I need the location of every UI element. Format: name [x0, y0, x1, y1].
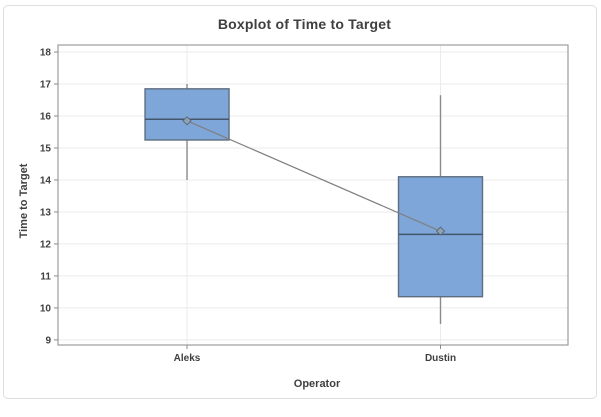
- y-tick-label: 16: [40, 112, 52, 123]
- x-category-label: Aleks: [174, 353, 201, 364]
- iqr-box: [144, 88, 230, 141]
- y-tick-label: 10: [40, 303, 52, 314]
- y-tick-label: 17: [40, 80, 52, 91]
- mean-marker: [435, 226, 446, 236]
- iqr-box: [397, 176, 484, 298]
- mean-connect-line: [186, 120, 441, 232]
- x-axis-title: Operator: [293, 378, 341, 390]
- y-tick-label: 14: [40, 175, 52, 186]
- y-tick-label: 9: [45, 335, 51, 346]
- y-tick-label: 18: [40, 48, 52, 59]
- plot-border: [57, 44, 569, 346]
- boxplot-figure-card: Boxplot of Time to Target Time to Target…: [3, 5, 597, 399]
- x-category-label: Dustin: [425, 353, 456, 364]
- y-tick-label: 11: [40, 271, 51, 282]
- chart-title: Boxplot of Time to Target: [217, 16, 392, 32]
- mean-marker: [182, 116, 192, 126]
- y-tick-label: 13: [40, 207, 52, 218]
- y-tick-label: 15: [40, 143, 52, 154]
- y-tick-label: 12: [40, 239, 52, 250]
